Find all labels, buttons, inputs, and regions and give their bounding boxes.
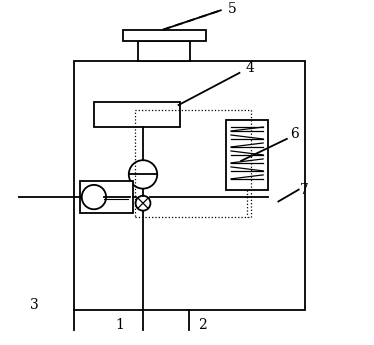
Text: 5: 5 (228, 2, 237, 16)
Circle shape (135, 196, 150, 210)
Bar (138, 41, 190, 61)
Text: 6: 6 (290, 127, 299, 141)
Text: 1: 1 (115, 318, 124, 332)
Circle shape (129, 160, 157, 189)
Bar (135, 110, 251, 217)
Text: 4: 4 (245, 61, 254, 75)
Bar (74, 61, 306, 310)
Bar (94, 102, 180, 127)
Bar (123, 30, 206, 41)
Text: 3: 3 (30, 298, 39, 312)
Circle shape (82, 185, 106, 209)
Bar (226, 120, 268, 190)
Bar (80, 181, 133, 213)
Text: 2: 2 (198, 318, 206, 332)
Text: 7: 7 (300, 183, 309, 197)
